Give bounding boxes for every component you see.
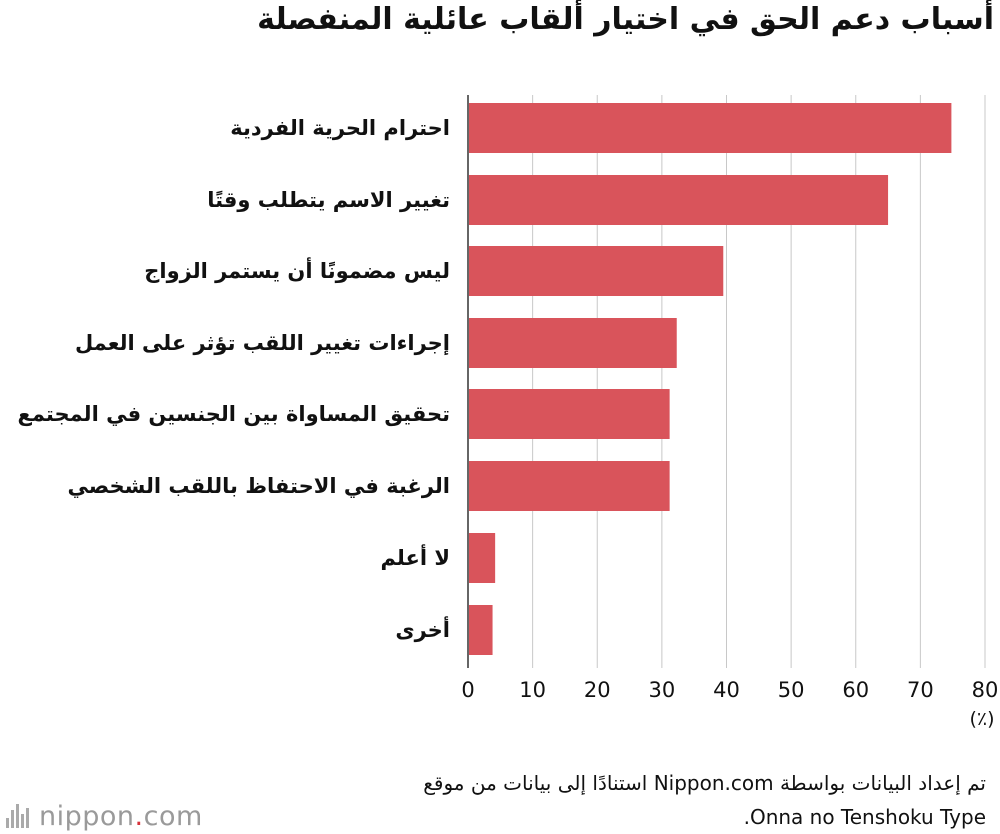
category-label-6: الرغبة في الاحتفاظ باللقب الشخصي bbox=[68, 474, 451, 498]
logo-bars-icon bbox=[6, 804, 29, 828]
source-line-1: تم إعداد البيانات بواسطة Nippon.com استن… bbox=[423, 771, 986, 795]
bar-5 bbox=[469, 389, 670, 439]
bar-3 bbox=[469, 246, 724, 296]
bar-8 bbox=[469, 605, 493, 655]
bar-chart: احترام الحرية الفردية تغيير الاسم يتطلب و… bbox=[17, 95, 998, 730]
tick-label-30: 30 bbox=[649, 678, 676, 702]
bars-group bbox=[469, 103, 952, 655]
source-note: تم إعداد البيانات بواسطة Nippon.com استن… bbox=[286, 766, 986, 834]
source-line-2: Onna no Tenshoku Type. bbox=[743, 805, 986, 829]
tick-label-20: 20 bbox=[584, 678, 611, 702]
chart-title: أسباب دعم الحق في اختيار ألقاب عائلية ال… bbox=[257, 2, 994, 37]
category-label-1: احترام الحرية الفردية bbox=[230, 116, 450, 140]
tick-label-0: 0 bbox=[461, 678, 474, 702]
tick-label-60: 60 bbox=[842, 678, 869, 702]
category-label-7: لا أعلم bbox=[380, 543, 450, 570]
nippon-logo: nippon.com bbox=[6, 800, 203, 832]
tick-label-40: 40 bbox=[713, 678, 740, 702]
x-axis-ticks: 0 10 20 30 40 50 60 70 80 bbox=[461, 678, 998, 702]
bar-6 bbox=[469, 461, 670, 511]
bar-7 bbox=[469, 533, 496, 583]
category-label-5: تحقيق المساواة بين الجنسين في المجتمع bbox=[17, 402, 450, 426]
category-label-8: أخرى bbox=[395, 615, 450, 642]
tick-label-80: 80 bbox=[972, 678, 999, 702]
bar-2 bbox=[469, 175, 889, 225]
tick-label-10: 10 bbox=[519, 678, 546, 702]
logo-word: nippon.com bbox=[39, 800, 203, 832]
unit-label: (٪) bbox=[969, 708, 994, 730]
bar-4 bbox=[469, 318, 677, 368]
category-label-3: ليس مضمونًا أن يستمر الزواج bbox=[144, 256, 450, 284]
tick-label-70: 70 bbox=[907, 678, 934, 702]
category-label-2: تغيير الاسم يتطلب وقتًا bbox=[207, 188, 450, 212]
bar-1 bbox=[469, 103, 952, 153]
category-label-4: إجراءات تغيير اللقب تؤثر على العمل bbox=[75, 331, 450, 355]
tick-label-50: 50 bbox=[778, 678, 805, 702]
category-labels: احترام الحرية الفردية تغيير الاسم يتطلب و… bbox=[17, 116, 450, 642]
